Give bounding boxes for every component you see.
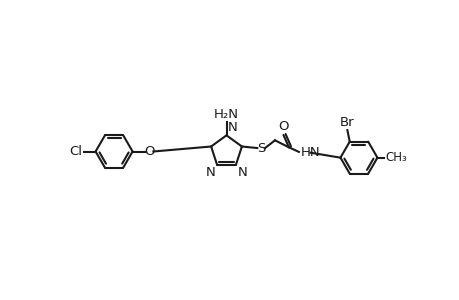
Text: N: N <box>237 166 247 179</box>
Text: O: O <box>144 145 154 158</box>
Text: Cl: Cl <box>69 145 82 158</box>
Text: S: S <box>257 142 265 154</box>
Text: N: N <box>228 121 237 134</box>
Text: O: O <box>278 120 288 133</box>
Text: N: N <box>205 166 215 179</box>
Text: H₂N: H₂N <box>213 108 239 121</box>
Text: CH₃: CH₃ <box>384 151 406 164</box>
Text: Br: Br <box>339 116 354 129</box>
Text: HN: HN <box>300 146 319 159</box>
